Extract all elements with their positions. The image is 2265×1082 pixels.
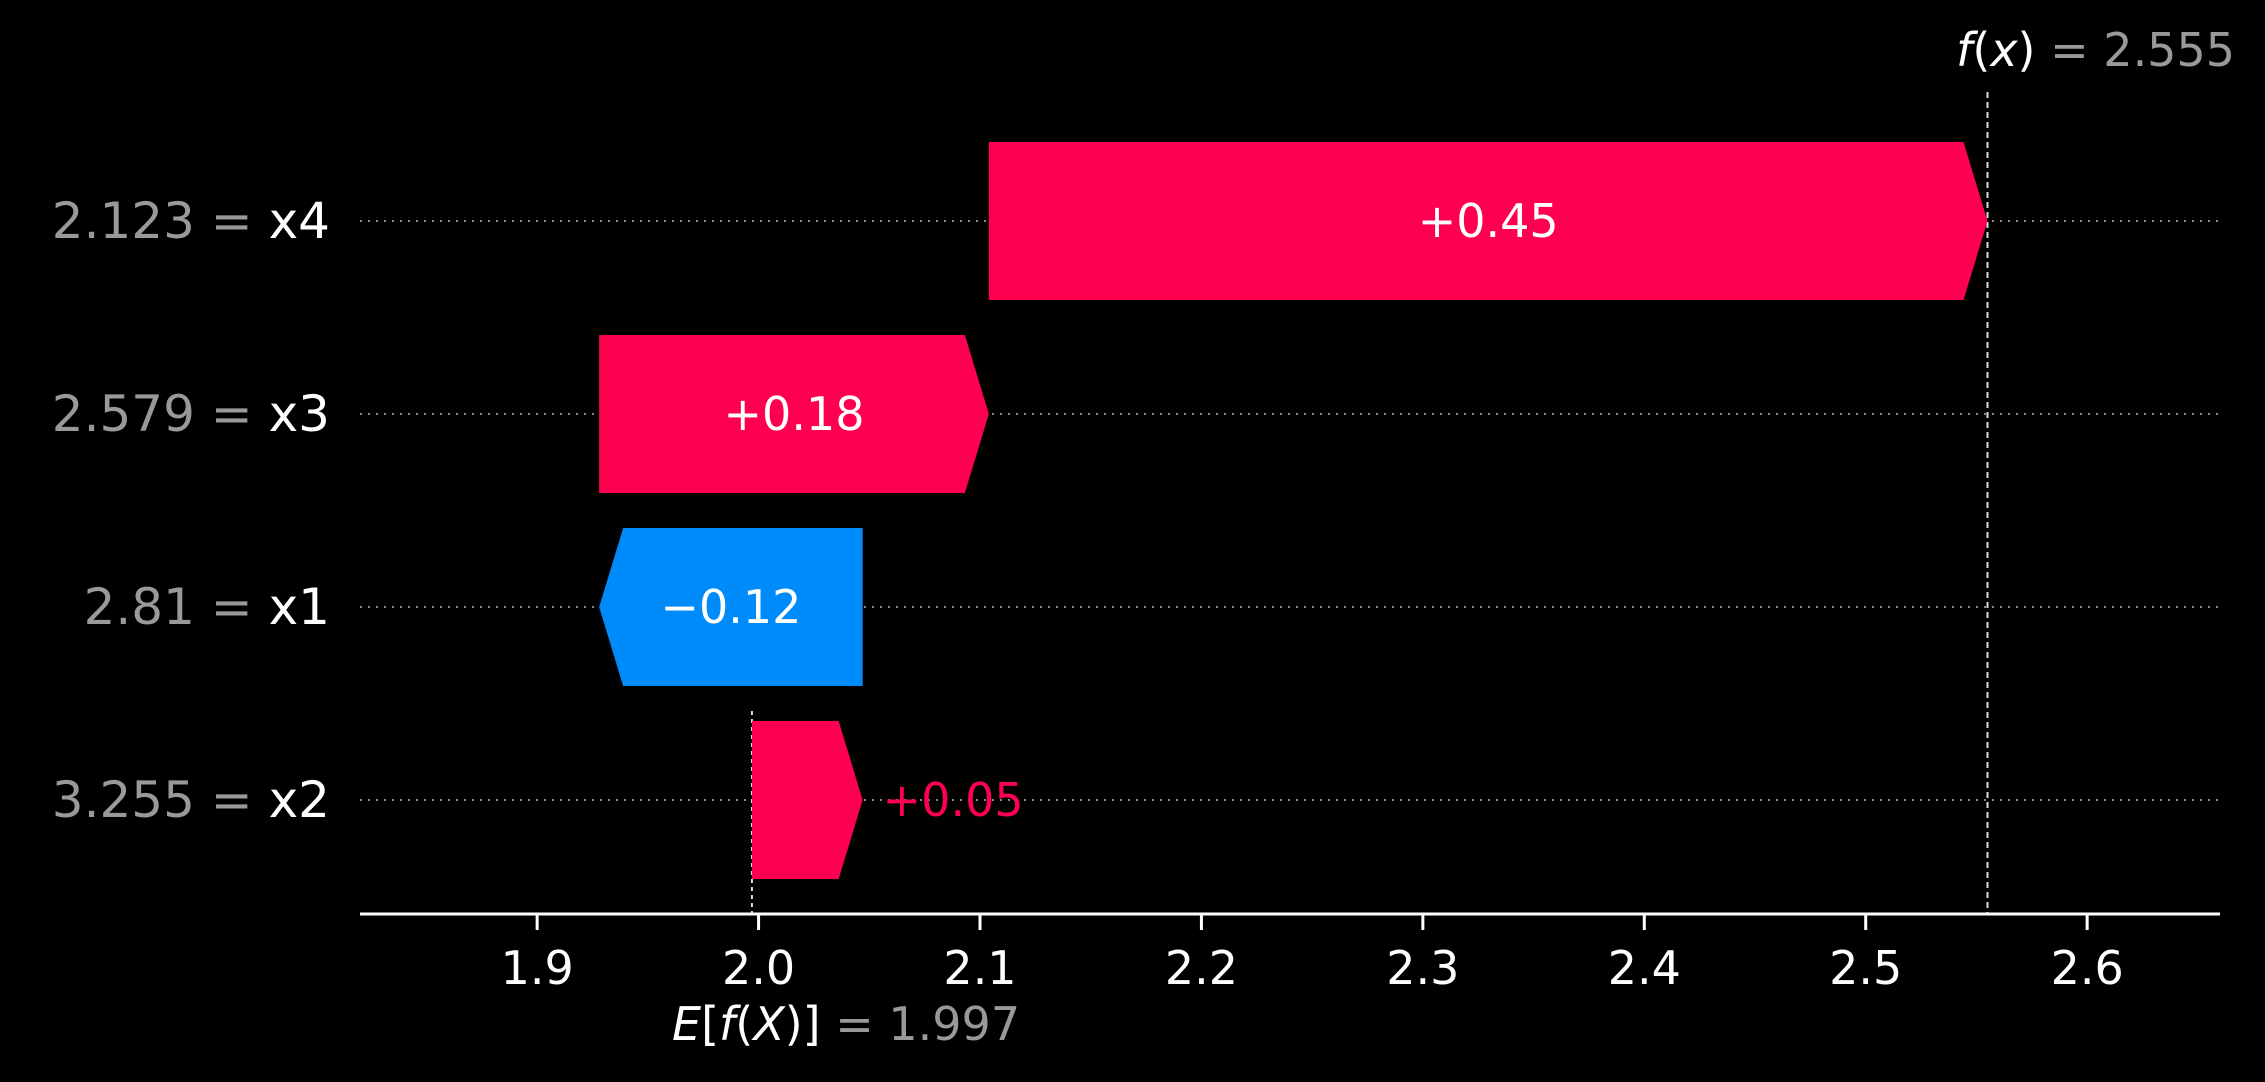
ex-label: E[f(X)] = 1.997 bbox=[672, 997, 1020, 1051]
bar-label-x2: +0.05 bbox=[883, 773, 1024, 827]
feature-label-x3: 2.579 = x3 bbox=[52, 385, 330, 443]
ex-e: E bbox=[672, 997, 701, 1051]
ex-lbracket: [ bbox=[701, 997, 719, 1051]
bar-x3 bbox=[599, 335, 989, 493]
feature-label-x2: 3.255 = x2 bbox=[52, 771, 330, 829]
feature-label-x4: 2.123 = x4 bbox=[52, 192, 330, 250]
ex-eq: = bbox=[821, 997, 889, 1051]
ex-var: X bbox=[751, 997, 786, 1051]
feature-name: x2 bbox=[269, 771, 330, 829]
ex-rparen: ) bbox=[785, 997, 803, 1051]
feature-name: x3 bbox=[269, 385, 330, 443]
x-tick-label: 2.6 bbox=[2051, 941, 2124, 995]
x-tick-label: 2.2 bbox=[1165, 941, 1238, 995]
bar-x2 bbox=[751, 721, 863, 879]
x-tick-label: 2.1 bbox=[943, 941, 1016, 995]
x-tick-label: 2.0 bbox=[722, 941, 795, 995]
feature-eq: = bbox=[195, 192, 269, 250]
feature-eq: = bbox=[195, 385, 269, 443]
feature-name: x1 bbox=[269, 578, 330, 636]
x-tick-label: 1.9 bbox=[501, 941, 574, 995]
fx-var: x bbox=[1988, 23, 2018, 77]
x-tick-label: 2.5 bbox=[1829, 941, 1902, 995]
bars bbox=[599, 142, 1988, 879]
feature-eq: = bbox=[195, 578, 269, 636]
x-axis: 1.9 2.0 2.1 2.2 2.3 2.4 2.5 2.6 bbox=[360, 912, 2220, 995]
feature-value: 2.81 bbox=[84, 578, 195, 636]
feature-value: 3.255 bbox=[52, 771, 195, 829]
feature-value: 2.123 bbox=[52, 192, 195, 250]
bar-x4 bbox=[988, 142, 1988, 300]
feature-labels: +0.45 2.123 = x4 +0.18 2.579 = x3 −0.12 2.81 … bbox=[52, 192, 1559, 829]
fx-eq: = bbox=[2036, 23, 2104, 77]
bar-label-x3: +0.18 bbox=[724, 387, 865, 441]
bar-x1 bbox=[599, 528, 863, 686]
feature-name: x4 bbox=[269, 192, 330, 250]
bar-label-x4: +0.45 bbox=[1418, 194, 1559, 248]
fx-rparen: ) bbox=[2018, 23, 2036, 77]
x-tick-label: 2.4 bbox=[1608, 941, 1681, 995]
feature-value: 2.579 bbox=[52, 385, 195, 443]
ex-rbracket: ] bbox=[803, 997, 821, 1051]
fx-label: f(x) = 2.555 bbox=[1956, 23, 2235, 77]
feature-label-x1: 2.81 = x1 bbox=[84, 578, 330, 636]
feature-eq: = bbox=[195, 771, 269, 829]
ex-value: 1.997 bbox=[888, 997, 1020, 1051]
ex-lparen: ( bbox=[735, 997, 753, 1051]
fx-value: 2.555 bbox=[2103, 23, 2235, 77]
fx-lparen: ( bbox=[1972, 23, 1990, 77]
row-gridlines bbox=[360, 220, 2220, 801]
x-tick-label: 2.3 bbox=[1386, 941, 1459, 995]
bar-label-x1: −0.12 bbox=[660, 580, 801, 634]
